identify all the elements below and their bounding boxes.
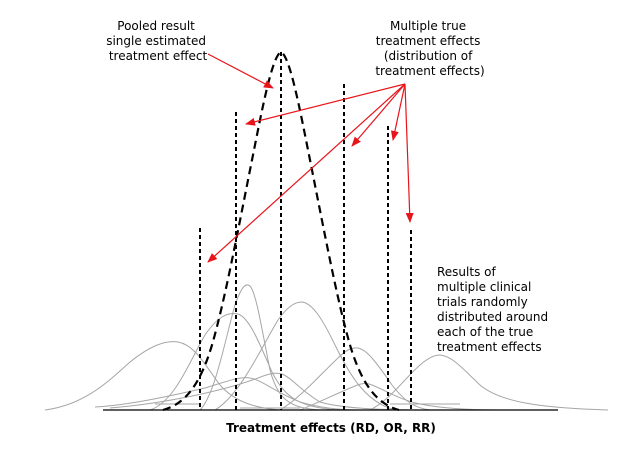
axis-title: Treatment effects (RD, OR, RR) (226, 421, 436, 435)
trial-curve (44, 341, 281, 411)
results-label-line: multiple clinical (437, 280, 531, 294)
trial-curve (109, 372, 421, 411)
multiple-arrow (351, 83, 406, 147)
pooled-label-line: treatment effect (109, 49, 208, 63)
results-label-line: trials randomly (437, 295, 528, 309)
multiple-arrow (404, 83, 414, 223)
multiple-arrow (207, 83, 406, 263)
trial-curve (369, 354, 609, 411)
multiple-label-line: treatment effects (376, 34, 481, 48)
trial-curve (299, 383, 501, 411)
multiple-label-line: (distribution of (384, 49, 473, 63)
annotation-arrows (207, 53, 414, 263)
multiple-arrow (390, 83, 406, 141)
trial-curve (199, 284, 321, 411)
pooled-label: Pooled result single estimated treatment… (106, 19, 210, 63)
results-label: Results of multiple clinical trials rand… (437, 265, 552, 354)
trial-curve (149, 313, 341, 411)
results-label-line: Results of (437, 265, 496, 279)
multiple-label-line: Multiple true (390, 19, 466, 33)
results-label-line: treatment effects (437, 340, 542, 354)
results-label-line: each of the true (437, 325, 533, 339)
true-effect-lines (199, 52, 412, 410)
pooled-label-line: Pooled result (117, 19, 195, 33)
pooled-arrow (207, 53, 274, 89)
trial-curves (44, 284, 609, 411)
trial-curve (279, 347, 431, 411)
multiple-label-line: treatment effects) (375, 64, 484, 78)
trial-curve (214, 301, 396, 411)
trial-curve (94, 377, 361, 411)
multiple-label: Multiple true treatment effects (distrib… (375, 19, 484, 78)
pooled-label-line: single estimated (106, 34, 206, 48)
multiple-arrow (245, 83, 406, 126)
results-label-line: distributed around (437, 310, 548, 324)
pooled-curve (162, 50, 400, 412)
